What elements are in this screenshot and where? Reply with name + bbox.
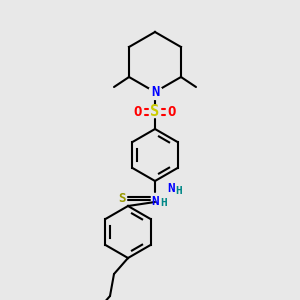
Text: H: H	[160, 199, 167, 208]
Text: O: O	[134, 105, 142, 119]
Text: S: S	[118, 191, 126, 205]
Text: N: N	[151, 85, 159, 99]
Text: N: N	[167, 182, 175, 196]
Text: H: H	[176, 186, 182, 196]
Text: O: O	[168, 105, 176, 119]
Text: N: N	[152, 195, 159, 208]
Text: S: S	[150, 104, 160, 119]
